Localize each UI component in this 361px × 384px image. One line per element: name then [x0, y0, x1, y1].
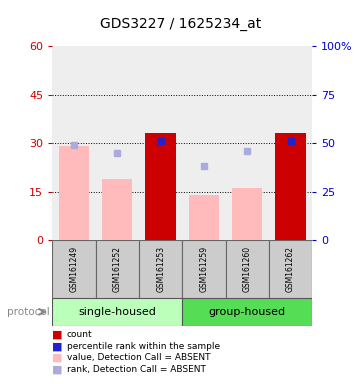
Bar [232, 188, 262, 240]
Text: rank, Detection Call = ABSENT: rank, Detection Call = ABSENT [67, 365, 206, 374]
Bar [182, 240, 226, 298]
Bar [226, 240, 269, 298]
Bar [102, 179, 132, 240]
Text: GSM161252: GSM161252 [113, 246, 122, 292]
Text: protocol: protocol [7, 307, 50, 317]
Text: ■: ■ [52, 341, 63, 351]
Bar [52, 240, 96, 298]
Text: group-housed: group-housed [209, 307, 286, 317]
Bar [182, 298, 312, 326]
Text: percentile rank within the sample: percentile rank within the sample [67, 342, 220, 351]
Text: value, Detection Call = ABSENT: value, Detection Call = ABSENT [67, 353, 210, 362]
Text: GDS3227 / 1625234_at: GDS3227 / 1625234_at [100, 17, 261, 31]
Text: ■: ■ [52, 364, 63, 374]
Text: count: count [67, 330, 92, 339]
Text: GSM161253: GSM161253 [156, 246, 165, 292]
Text: GSM161259: GSM161259 [200, 246, 208, 292]
Bar [145, 133, 176, 240]
Bar [269, 240, 312, 298]
Bar [189, 195, 219, 240]
Text: GSM161262: GSM161262 [286, 246, 295, 292]
Bar [275, 133, 306, 240]
Text: GSM161249: GSM161249 [70, 246, 78, 292]
Text: single-housed: single-housed [78, 307, 156, 317]
Bar [139, 240, 182, 298]
Bar [59, 146, 89, 240]
Text: GSM161260: GSM161260 [243, 246, 252, 292]
Bar [52, 298, 182, 326]
Text: ■: ■ [52, 353, 63, 363]
Bar [96, 240, 139, 298]
Text: ■: ■ [52, 330, 63, 340]
